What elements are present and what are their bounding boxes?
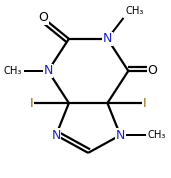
Text: CH₃: CH₃ <box>148 130 166 140</box>
Text: N: N <box>51 129 61 142</box>
Text: N: N <box>43 64 53 77</box>
Text: CH₃: CH₃ <box>125 6 143 16</box>
Text: N: N <box>116 129 125 142</box>
Text: I: I <box>143 97 146 110</box>
Text: I: I <box>30 97 34 110</box>
Text: CH₃: CH₃ <box>4 66 22 76</box>
Text: O: O <box>38 11 48 24</box>
Text: O: O <box>147 64 157 77</box>
Text: N: N <box>103 32 112 45</box>
